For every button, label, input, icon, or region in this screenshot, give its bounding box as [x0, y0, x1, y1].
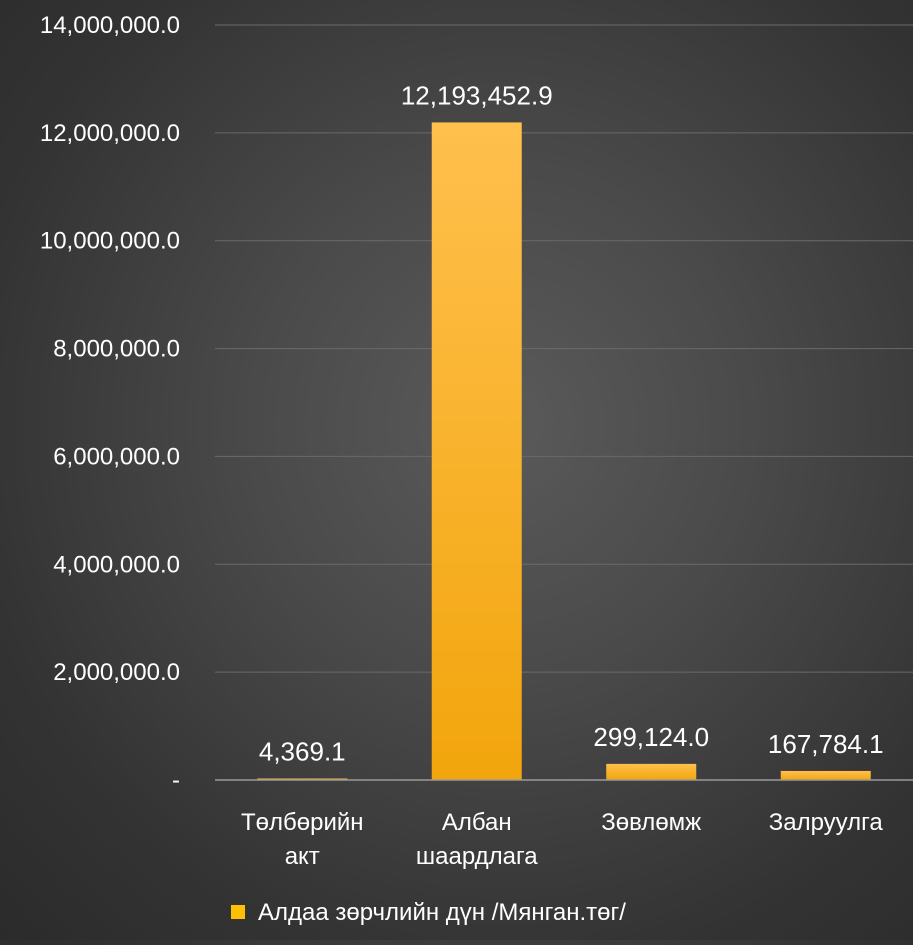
y-tick-label: 6,000,000.0 [53, 443, 180, 470]
bar [431, 122, 522, 781]
data-label: 4,369.1 [259, 737, 346, 767]
legend-marker [231, 905, 245, 919]
bar [780, 770, 871, 780]
x-tick-label: Албан [442, 809, 512, 836]
data-label: 299,124.0 [593, 722, 709, 752]
gridlines [215, 24, 913, 673]
y-tick-label: 14,000,000.0 [40, 12, 180, 39]
data-labels: 4,369.1 12,193,452.9 299,124.0 167,784.1 [259, 80, 884, 766]
x-tick-label: шаардлага [416, 843, 538, 870]
legend: Алдаа зөрчлийн дүн /Мянган.төг/ [231, 899, 626, 926]
x-axis-tick-labels: Төлбөрийн акт Албан шаардлага Зөвлөмж Залруул… [241, 809, 883, 870]
y-tick-label: 12,000,000.0 [40, 120, 180, 147]
y-axis-tick-labels: - 2,000,000.0 4,000,000.0 6,000,000.0 8,000,… [40, 12, 180, 794]
x-tick-label: Зөвлөмж [601, 809, 701, 836]
x-tick-label: Төлбөрийн [241, 809, 364, 836]
bar [606, 763, 697, 780]
bars [257, 122, 871, 781]
y-tick-label: - [172, 767, 180, 794]
y-tick-label: 2,000,000.0 [53, 659, 180, 686]
data-label: 12,193,452.9 [401, 80, 553, 110]
data-label: 167,784.1 [768, 729, 884, 759]
legend-label: Алдаа зөрчлийн дүн /Мянган.төг/ [258, 899, 626, 926]
x-tick-label: акт [285, 843, 320, 870]
x-tick-label: Залруулга [769, 809, 884, 836]
y-tick-label: 8,000,000.0 [53, 336, 180, 363]
y-tick-label: 10,000,000.0 [40, 228, 180, 255]
y-tick-label: 4,000,000.0 [53, 551, 180, 578]
